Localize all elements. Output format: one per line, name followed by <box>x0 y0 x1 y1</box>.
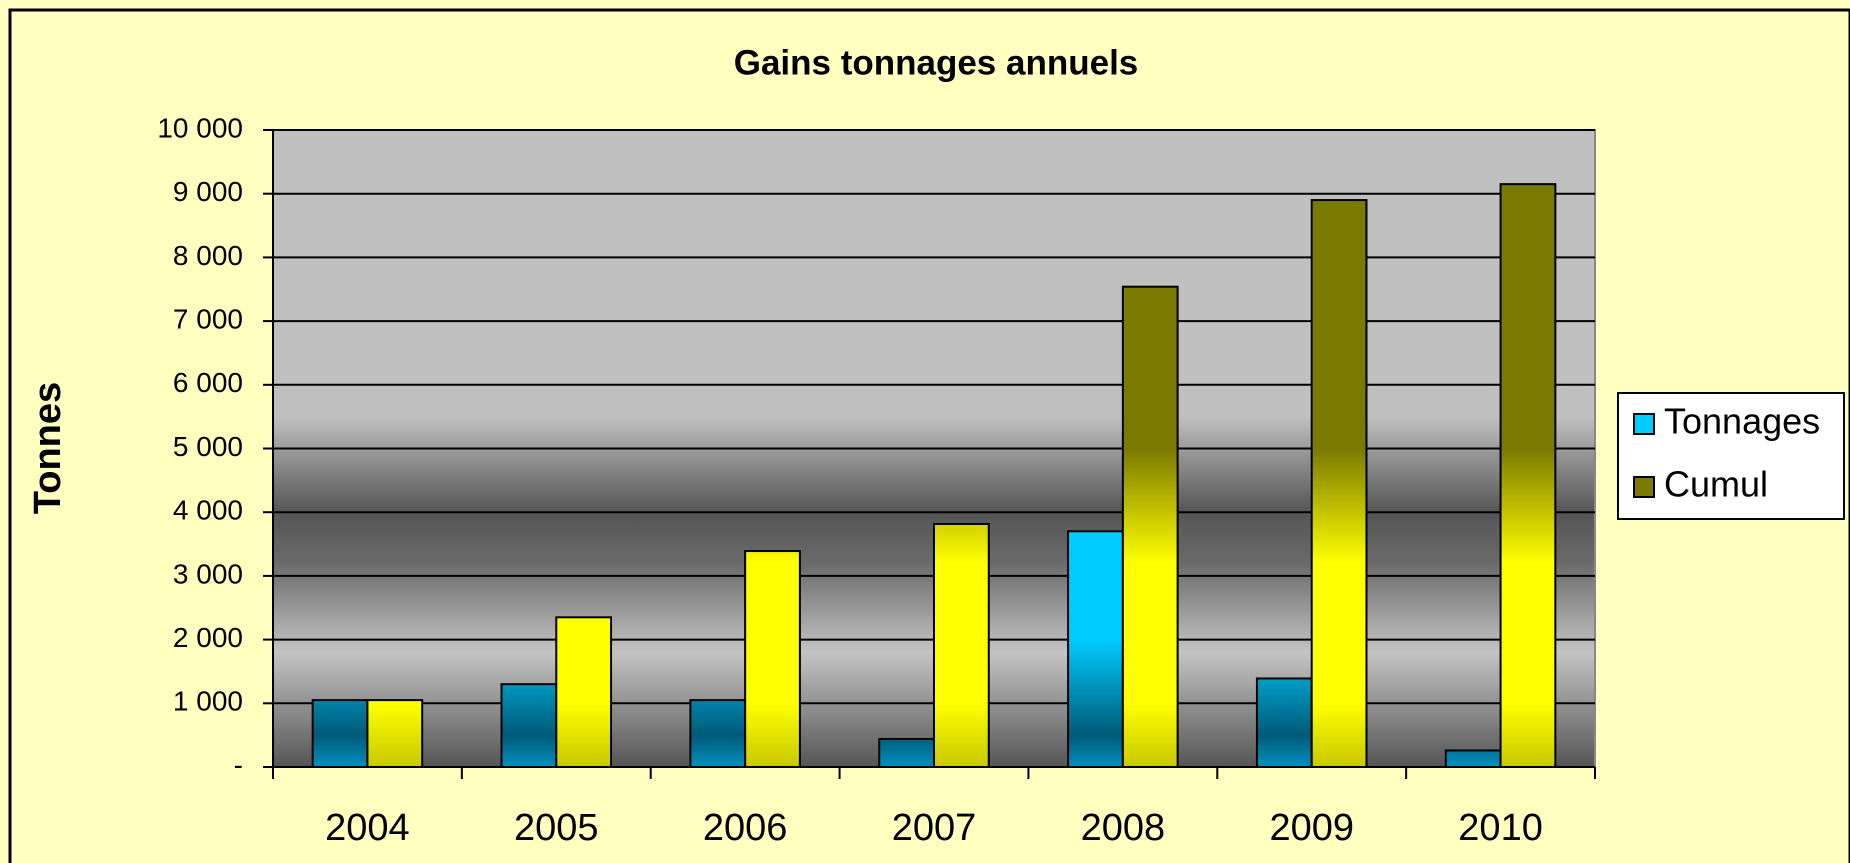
y-tick-label: 9 000 <box>173 176 243 207</box>
y-tick-label: 2 000 <box>173 622 243 653</box>
y-tick-label: 5 000 <box>173 431 243 462</box>
bar <box>1121 285 1179 768</box>
bar <box>1499 183 1557 768</box>
x-tick-label: 2008 <box>1081 807 1166 849</box>
y-tick-label: - <box>234 749 243 780</box>
x-tick-label: 2009 <box>1269 807 1354 849</box>
y-tick-label: 1 000 <box>173 686 243 717</box>
legend-swatch <box>1633 413 1655 435</box>
bar <box>744 550 801 768</box>
bar <box>311 699 369 768</box>
bar <box>933 522 990 768</box>
bar <box>878 737 936 768</box>
bar <box>689 699 747 768</box>
chart-title: Gains tonnages annuels <box>734 43 1139 82</box>
bar <box>1310 199 1368 768</box>
bar <box>555 616 613 768</box>
x-tick-label: 2004 <box>325 807 410 849</box>
y-tick-label: 8 000 <box>173 240 243 271</box>
y-tick-label: 3 000 <box>173 558 243 589</box>
y-axis-label: Tonnes <box>27 382 69 514</box>
legend-box <box>1617 392 1845 520</box>
y-tick-label: 4 000 <box>173 495 243 526</box>
x-tick-label: 2007 <box>892 807 977 849</box>
legend-label: Cumul <box>1664 464 1768 505</box>
x-tick-label: 2005 <box>514 807 599 849</box>
bar <box>500 683 558 768</box>
x-tick-label: 2006 <box>703 807 788 849</box>
y-tick-label: 6 000 <box>173 367 243 398</box>
y-tick-label: 7 000 <box>173 303 243 334</box>
legend-label: Tonnages <box>1664 401 1820 442</box>
bar <box>1255 677 1313 768</box>
legend-swatch <box>1633 476 1655 498</box>
y-tick-label: 10 000 <box>157 112 243 143</box>
bar <box>1067 530 1124 768</box>
x-tick-label: 2010 <box>1458 807 1543 849</box>
bar <box>366 699 424 768</box>
bar <box>1444 749 1502 768</box>
